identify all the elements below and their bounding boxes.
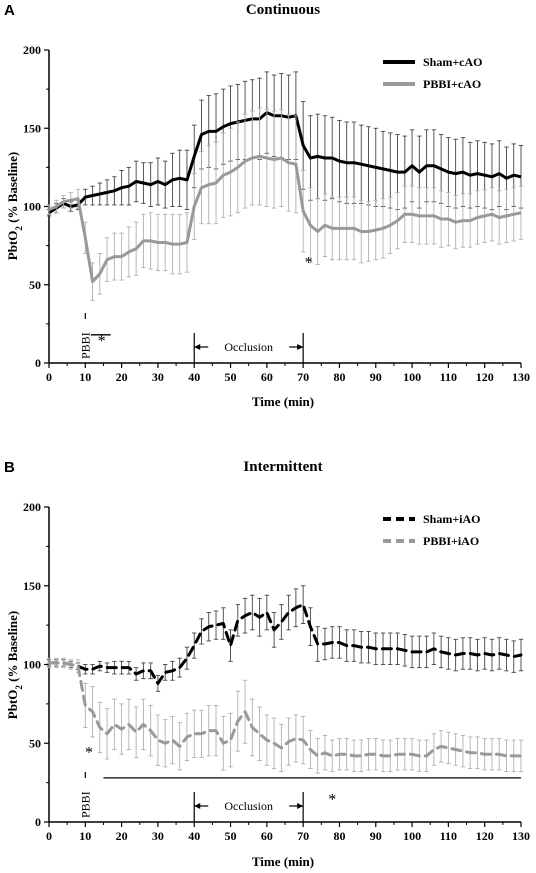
panel-a: A Continuous Time (min) PbtO2 (% Baselin… <box>4 2 530 409</box>
x-tick-label: 20 <box>116 370 128 384</box>
x-tick-label: 70 <box>297 829 309 843</box>
x-tick-label: 30 <box>152 829 164 843</box>
series-line <box>48 111 522 215</box>
x-axis-label-b: Time (min) <box>252 854 314 869</box>
y-tick-label: 50 <box>29 736 41 750</box>
x-tick-label: 50 <box>225 829 237 843</box>
legend-label: Sham+iAO <box>423 512 481 526</box>
chart-title-a: Continuous <box>246 2 320 18</box>
y-tick-label: 150 <box>23 579 41 593</box>
x-tick-label: 40 <box>188 370 200 384</box>
y-tick-label: 150 <box>23 121 41 135</box>
y-axis-label-b: PbtO2 (% Baseline) <box>5 611 24 720</box>
significance-star: * <box>98 333 106 350</box>
x-tick-label: 130 <box>512 829 530 843</box>
y-tick-label: 200 <box>23 43 41 57</box>
x-tick-label: 130 <box>512 370 530 384</box>
x-axis-label-a: Time (min) <box>252 394 314 409</box>
legend-label: Sham+cAO <box>423 55 483 69</box>
x-tick-label: 60 <box>261 370 273 384</box>
significance-star: * <box>305 255 313 272</box>
series-pbbi-a <box>46 107 524 301</box>
x-tick-label: 10 <box>79 829 91 843</box>
series-sham-b <box>46 585 524 692</box>
panel-b: B Intermittent Time (min) PbtO2 (% Basel… <box>4 459 530 869</box>
x-tick-label: 100 <box>403 370 421 384</box>
series-sham-a <box>46 71 524 217</box>
x-tick-label: 80 <box>333 829 345 843</box>
x-tick-label: 0 <box>46 829 52 843</box>
series-line <box>47 661 523 758</box>
x-tick-label: 110 <box>440 829 457 843</box>
y-tick-label: 0 <box>35 815 41 829</box>
y-tick-label: 200 <box>23 500 41 514</box>
x-tick-label: 120 <box>476 370 494 384</box>
x-tick-label: 0 <box>46 370 52 384</box>
x-tick-label: 60 <box>261 829 273 843</box>
x-tick-label: 90 <box>370 370 382 384</box>
plot-area-b: 0 10 20 30 40 50 60 70 80 90 100 110 120 130 0 50 100 150… <box>23 500 530 843</box>
x-tick-label: 80 <box>333 370 345 384</box>
y-tick-label: 50 <box>29 278 41 292</box>
occlusion-label: Occlusion <box>224 799 273 813</box>
panel-letter-b: B <box>4 459 15 476</box>
x-tick-label: 120 <box>476 829 494 843</box>
significance-star: * <box>328 792 336 809</box>
occlusion-arrow-right-head <box>297 803 304 809</box>
y-tick-label: 100 <box>23 200 41 214</box>
x-tick-label: 90 <box>370 829 382 843</box>
significance-star: * <box>85 744 93 761</box>
legend-label: PBBI+iAO <box>423 534 479 548</box>
occlusion-label: Occlusion <box>224 340 273 354</box>
x-tick-label: 20 <box>116 829 128 843</box>
series-line <box>47 603 523 685</box>
occlusion-arrow-left-head <box>194 344 201 350</box>
series-pbbi-b <box>46 657 524 774</box>
panel-letter-a: A <box>4 2 15 19</box>
legend-label: PBBI+cAO <box>423 77 481 91</box>
pbbi-annotation: PBBI <box>78 791 92 818</box>
x-tick-label: 100 <box>403 829 421 843</box>
x-tick-label: 110 <box>440 370 457 384</box>
y-tick-label: 0 <box>35 356 41 370</box>
y-axis-label-a: PbtO2 (% Baseline) <box>5 152 24 261</box>
x-tick-label: 40 <box>188 829 200 843</box>
occlusion-arrow-left-head <box>194 803 201 809</box>
x-tick-label: 30 <box>152 370 164 384</box>
pbbi-annotation: PBBI <box>78 332 92 359</box>
x-tick-label: 10 <box>79 370 91 384</box>
occlusion-arrow-right-head <box>297 344 304 350</box>
x-tick-label: 50 <box>225 370 237 384</box>
series-line <box>48 154 522 284</box>
chart-title-b: Intermittent <box>243 459 322 475</box>
y-tick-label: 100 <box>23 658 41 672</box>
plot-area-a: 0 10 20 30 40 50 60 70 80 90 100 110 120 130 0 50 100 150… <box>23 43 530 384</box>
x-tick-label: 70 <box>297 370 309 384</box>
